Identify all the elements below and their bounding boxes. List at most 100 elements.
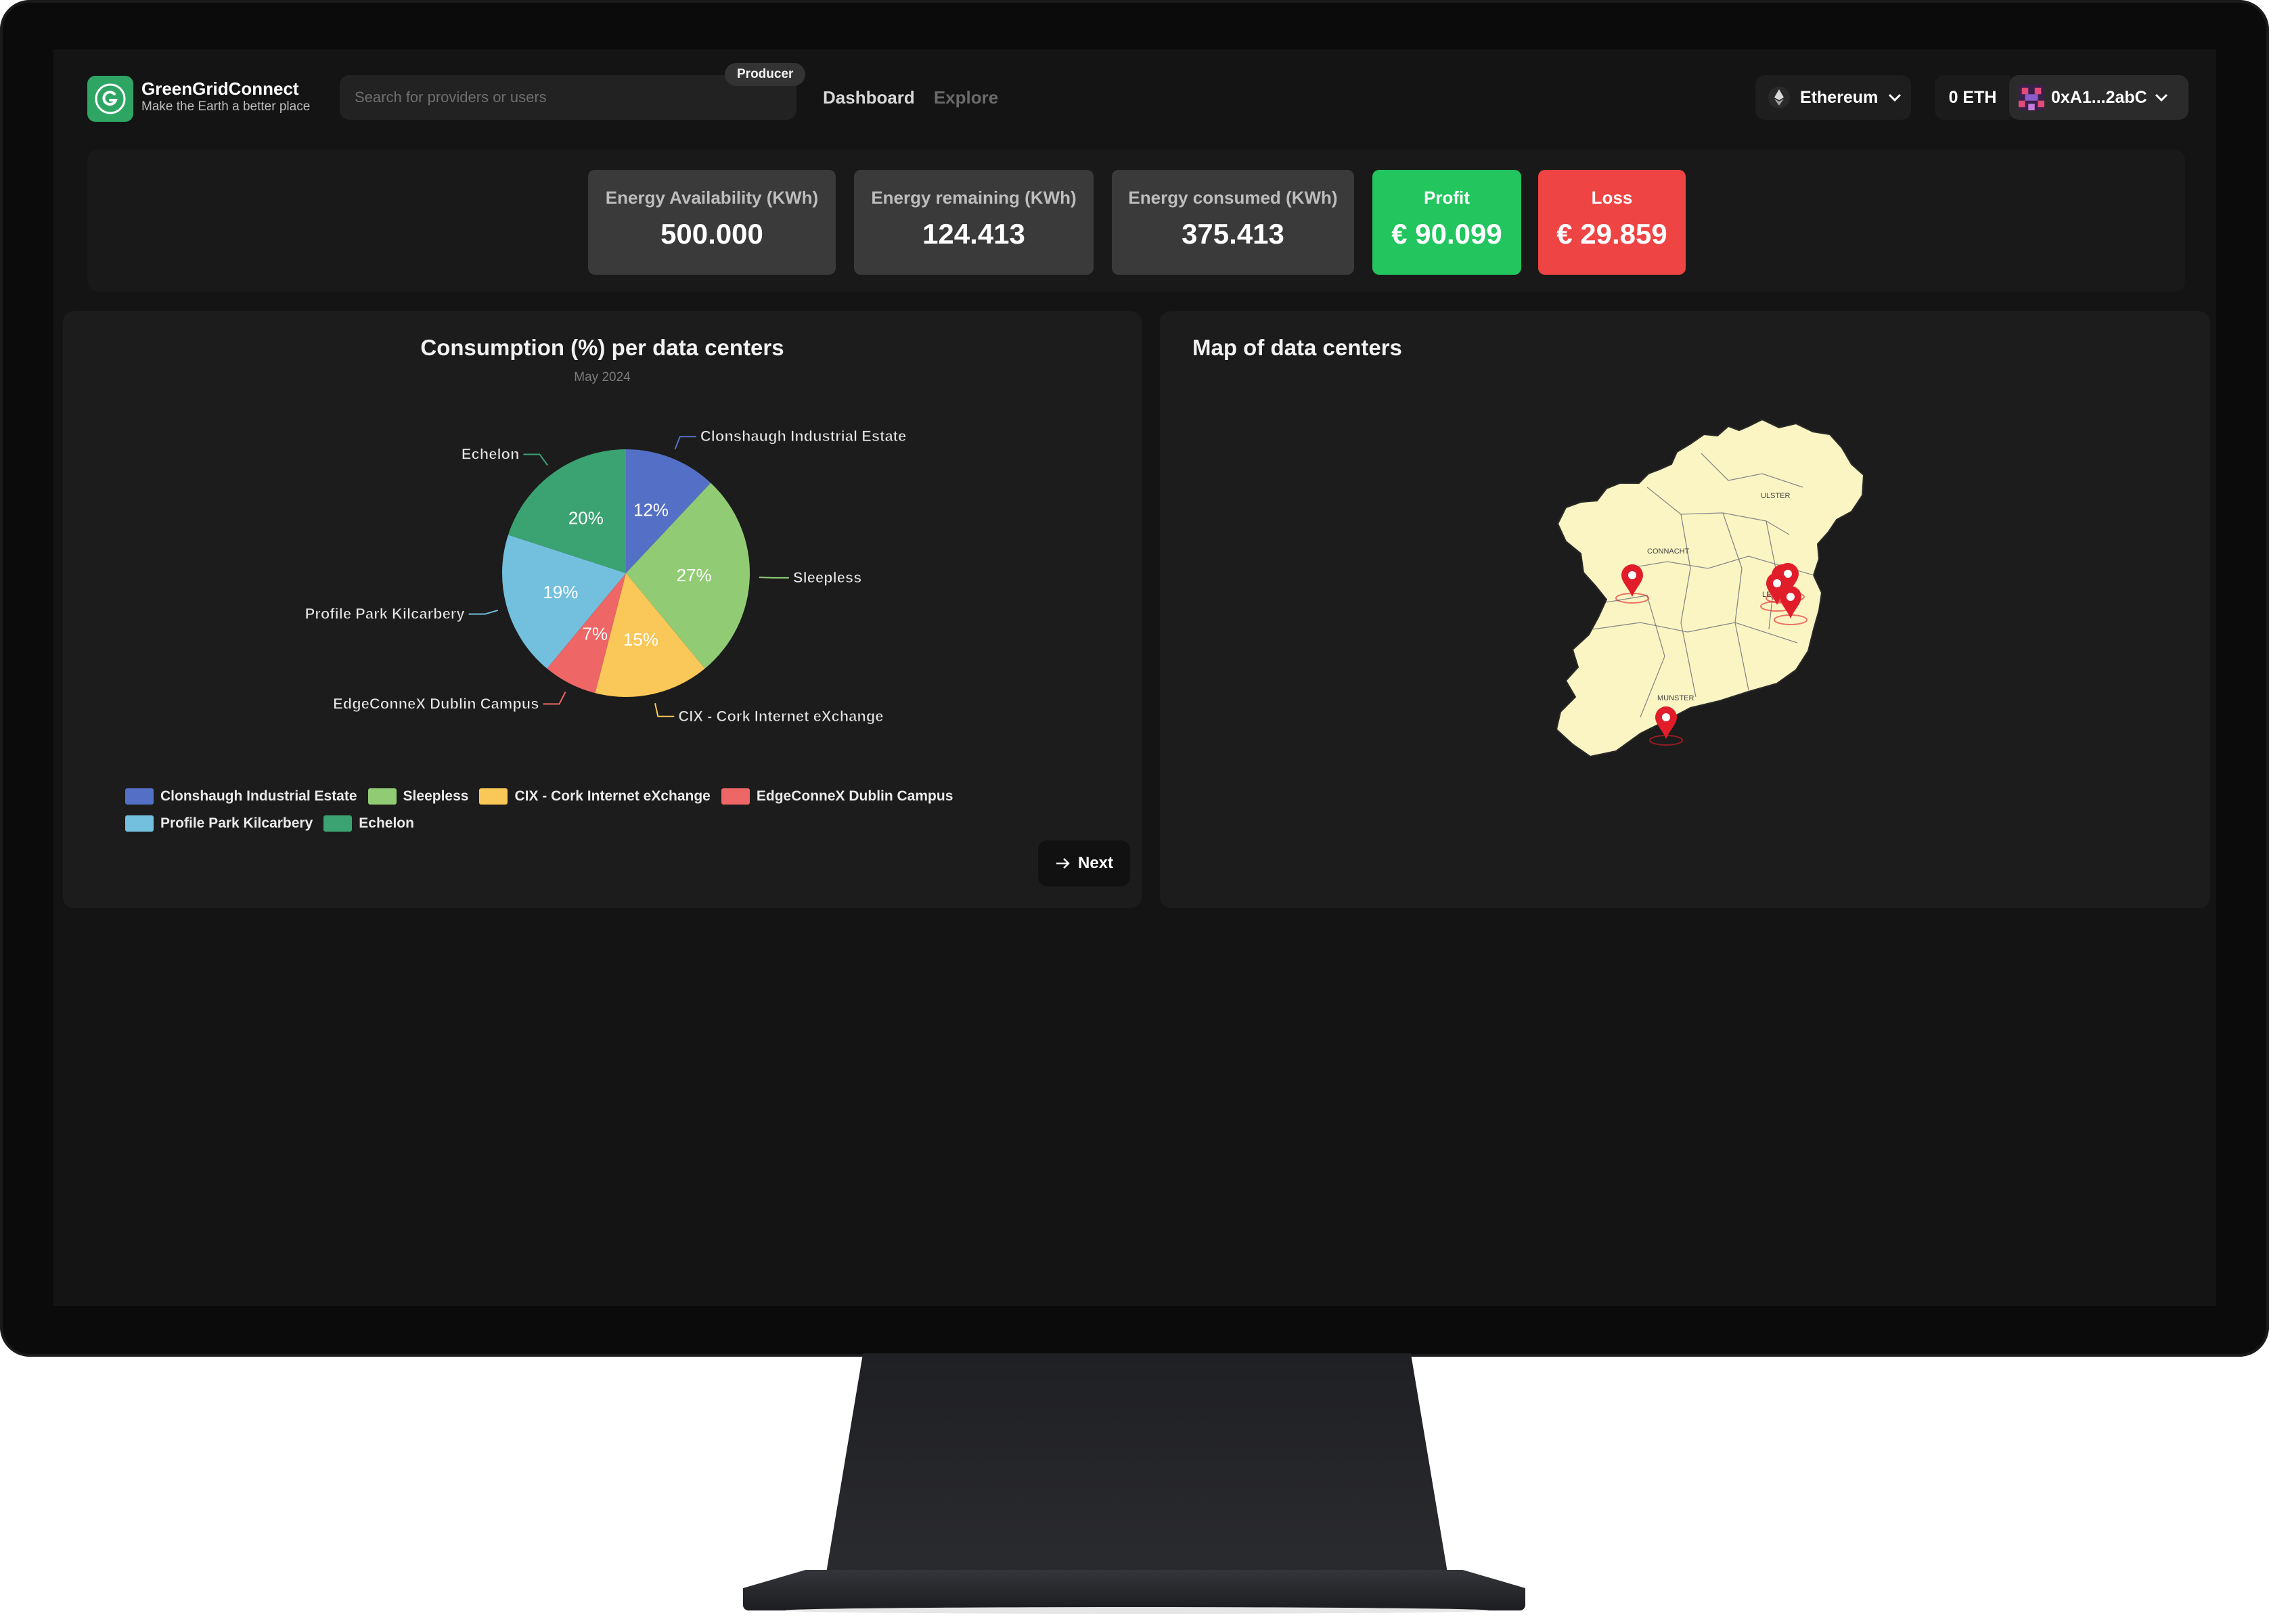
slice-category-label: Profile Park Kilcarbery	[305, 606, 466, 623]
slice-category-label: EdgeConneX Dublin Campus	[333, 695, 539, 712]
stat-value: 500.000	[660, 218, 763, 250]
pie-slice[interactable]	[502, 535, 626, 669]
region-label: CONNACHT	[1647, 547, 1690, 556]
region-label: MUNSTER	[1657, 694, 1694, 702]
pie-chart: 12% Clonshaugh Industrial Estate 27% Sleepl…	[305, 428, 906, 725]
screen: GreenGridConnect Make the Earth a better…	[53, 49, 2216, 1306]
leader-line	[523, 453, 549, 466]
monitor-base	[743, 1570, 1525, 1610]
chevron-down-icon	[1889, 93, 1902, 102]
top-header: GreenGridConnect Make the Earth a better…	[53, 49, 2216, 151]
legend-swatch	[367, 788, 397, 805]
slice-category-label: CIX - Cork Internet eXchange	[678, 708, 883, 725]
app-tagline: Make the Earth a better place	[141, 99, 311, 114]
chevron-down-icon	[2155, 93, 2167, 102]
energy-consumed-card: Energy consumed (KWh) 375.413	[1112, 170, 1354, 275]
stats-panel: Energy Availability (KWh) 500.000 Energy…	[87, 150, 2185, 292]
network-name: Ethereum	[1800, 87, 1879, 107]
pie-slice[interactable]	[626, 482, 750, 669]
legend-item[interactable]: CIX - Cork Internet eXchange	[479, 783, 711, 810]
slice-percent-label: 20%	[568, 508, 604, 528]
slice-percent-label: 15%	[623, 629, 658, 650]
stat-value: € 29.859	[1556, 218, 1667, 250]
avatar-icon	[2019, 85, 2044, 110]
slice-percent-label: 27%	[677, 565, 712, 585]
next-button[interactable]: Next	[1038, 840, 1130, 886]
legend-item[interactable]: Clonshaugh Industrial Estate	[125, 783, 357, 810]
legend-item[interactable]: Echelon	[323, 810, 414, 837]
brand: GreenGridConnect Make the Earth a better…	[141, 78, 310, 114]
next-label: Next	[1077, 854, 1114, 872]
network-selector[interactable]: Ethereum	[1755, 75, 1911, 120]
energy-remaining-card: Energy remaining (KWh) 124.413	[854, 170, 1094, 275]
map-title: Map of data centers	[1192, 335, 1402, 360]
map-panel: Map of data centers ULSTER CONNACHT LEIN…	[1160, 311, 2210, 908]
stat-value: 375.413	[1182, 218, 1284, 250]
pie-slice[interactable]	[595, 573, 705, 697]
ireland-map[interactable]: ULSTER CONNACHT LEINSTER MUNSTER	[1546, 399, 1884, 805]
legend-item[interactable]: EdgeConneX Dublin Campus	[721, 783, 953, 810]
stat-label: Energy Availability (KWh)	[605, 187, 819, 208]
legend-label: EdgeConneX Dublin Campus	[756, 788, 953, 804]
stat-label: Loss	[1591, 187, 1633, 208]
consumption-chart-panel: Consumption (%) per data centers May 202…	[63, 311, 1142, 908]
leader-line	[468, 610, 499, 615]
legend-item[interactable]: Sleepless	[367, 783, 469, 810]
legend-swatch	[125, 788, 154, 805]
monitor-stand	[826, 1353, 1448, 1577]
legend-label: Clonshaugh Industrial Estate	[160, 788, 357, 804]
leader-line	[674, 436, 696, 450]
legend-item[interactable]: Profile Park Kilcarbery	[125, 810, 313, 837]
pie-slice[interactable]	[547, 573, 626, 694]
main-nav: Dashboard Explore	[823, 87, 998, 108]
stat-label: Energy consumed (KWh)	[1128, 187, 1338, 208]
slice-category-label: Sleepless	[793, 569, 862, 586]
profit-card: Profit € 90.099	[1372, 170, 1521, 275]
chart-legend: Clonshaugh Industrial Estate Sleepless CIX…	[125, 783, 1140, 837]
stat-value: € 90.099	[1391, 218, 1502, 250]
leader-line	[759, 577, 789, 579]
search-input[interactable]	[353, 88, 796, 107]
leader-line	[543, 692, 566, 705]
legend-label: CIX - Cork Internet eXchange	[514, 788, 711, 804]
legend-swatch	[323, 815, 353, 832]
legend-swatch	[125, 815, 154, 832]
location-pin-icon[interactable]	[1649, 706, 1683, 746]
pie-slice[interactable]	[626, 449, 711, 573]
arrow-right-icon	[1056, 858, 1070, 869]
legend-label: Profile Park Kilcarbery	[160, 815, 313, 831]
chart-title: Consumption (%) per data centers	[420, 335, 784, 360]
stat-label: Profit	[1424, 187, 1470, 208]
leader-line	[654, 703, 675, 717]
region-label: ULSTER	[1761, 492, 1790, 500]
location-pin-icon[interactable]	[1615, 564, 1649, 604]
app-logo[interactable]	[87, 76, 133, 122]
account-button[interactable]: 0xA1...2abC	[2009, 75, 2188, 120]
slice-percent-label: 19%	[543, 582, 578, 602]
eth-balance: 0 ETH	[1935, 75, 2010, 120]
role-badge: Producer	[725, 63, 806, 86]
energy-availability-card: Energy Availability (KWh) 500.000	[588, 170, 836, 275]
legend-label: Echelon	[359, 815, 414, 831]
ireland-landmass	[1555, 418, 1865, 758]
nav-explore[interactable]: Explore	[933, 87, 999, 108]
search-box[interactable]	[340, 75, 796, 120]
slice-percent-label: 7%	[583, 624, 608, 644]
nav-dashboard[interactable]: Dashboard	[823, 87, 915, 108]
legend-swatch	[721, 788, 750, 805]
location-pin-icon[interactable]	[1774, 586, 1807, 625]
monitor-shadow	[785, 1607, 1489, 1614]
stat-label: Energy remaining (KWh)	[871, 187, 1077, 208]
data-center-pins	[1615, 563, 1807, 746]
chart-subtitle: May 2024	[574, 370, 631, 384]
app-name: GreenGridConnect	[141, 78, 299, 99]
county-lines	[1592, 453, 1814, 718]
account-address: 0xA1...2abC	[2051, 87, 2147, 107]
slice-category-label: Echelon	[462, 445, 520, 462]
slice-percent-label: 12%	[633, 499, 669, 520]
legend-label: Sleepless	[403, 788, 469, 804]
ethereum-icon	[1768, 87, 1790, 108]
pie-slice[interactable]	[508, 449, 626, 573]
loss-card: Loss € 29.859	[1538, 170, 1686, 275]
stat-value: 124.413	[922, 218, 1025, 250]
